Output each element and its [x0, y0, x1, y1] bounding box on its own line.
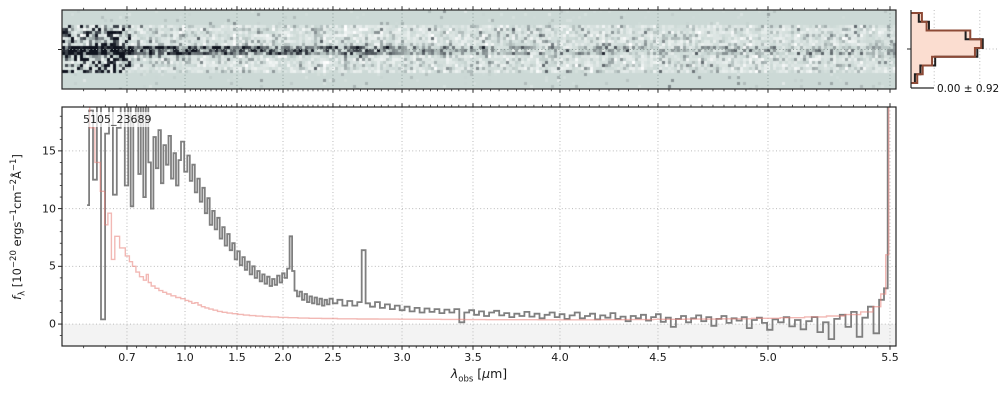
x-axis-label: λobs [μm] — [450, 366, 508, 385]
y-tick-label: 10 — [42, 202, 56, 216]
y-tick-label: 5 — [49, 259, 56, 273]
x-tick-label: 2.5 — [324, 351, 342, 364]
x-tick-label: 4.5 — [649, 351, 667, 364]
x-tick-label: 1.0 — [176, 351, 194, 364]
x-tick-label: 5.5 — [881, 351, 899, 364]
histogram-panel — [907, 10, 998, 89]
y-tick-label: 0 — [49, 317, 56, 331]
x-tick-label: 4.0 — [551, 351, 569, 364]
spectrum-1d-axes — [58, 103, 897, 350]
x-tick-label: 2.0 — [274, 351, 292, 364]
x-tick-label: 3.0 — [393, 351, 411, 364]
spectrum-1d-frame — [61, 106, 897, 347]
object-id-label: 5105_23689 — [80, 112, 155, 127]
x-tick-label: 5.0 — [759, 351, 777, 364]
spectrum-2d-frame — [61, 9, 897, 90]
histogram-stats-label: 0.00 ± 0.92 — [937, 83, 1000, 95]
histogram-outline-sienna — [911, 12, 983, 84]
x-tick-label: 1.5 — [228, 351, 246, 364]
spectrum-2d-axes — [58, 6, 897, 93]
x-tick-label: 0.7 — [118, 351, 136, 364]
flux-line — [87, 107, 889, 340]
error-line — [89, 107, 890, 321]
histogram-fill — [911, 13, 982, 83]
spectrum-2d-panel — [62, 10, 896, 89]
y-tick-label: 15 — [42, 144, 56, 158]
zero-shade-band — [62, 324, 896, 346]
x-tick-label: 3.5 — [464, 351, 482, 364]
